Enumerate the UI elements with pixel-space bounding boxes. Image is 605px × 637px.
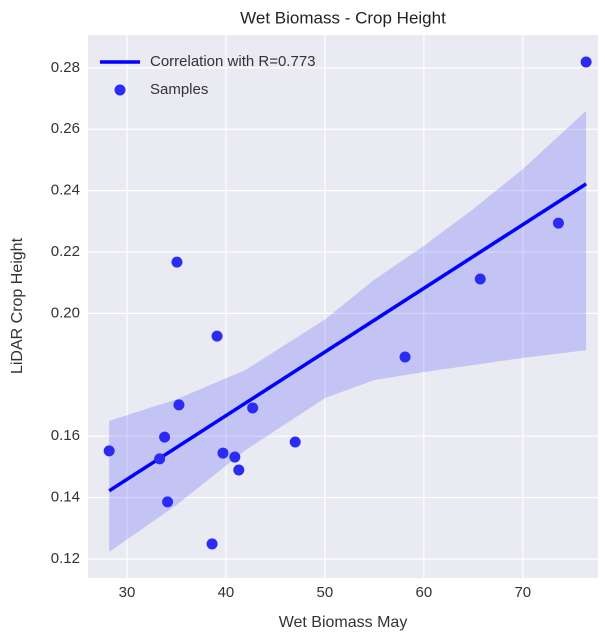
legend-label: Samples — [150, 81, 208, 98]
sample-point — [154, 453, 166, 465]
sample-point — [159, 431, 171, 443]
x-tick-label: 40 — [218, 584, 235, 601]
y-tick-label: 0.16 — [51, 427, 80, 444]
y-tick-label: 0.22 — [51, 243, 80, 260]
sample-point — [229, 451, 241, 463]
sample-point — [474, 273, 486, 285]
sample-point — [173, 399, 185, 411]
sample-point — [206, 538, 218, 550]
x-tick-label: 70 — [514, 584, 531, 601]
sample-point — [211, 330, 223, 342]
y-axis-label: LiDAR Crop Height — [9, 237, 26, 374]
legend-label: Correlation with R=0.773 — [150, 53, 316, 70]
sample-point — [103, 445, 115, 457]
x-tick-label: 50 — [317, 584, 334, 601]
plot-area — [88, 35, 598, 578]
y-tick-label: 0.14 — [51, 489, 80, 506]
sample-point — [233, 464, 245, 476]
sample-point — [399, 351, 411, 363]
sample-point — [171, 256, 183, 268]
sample-point — [289, 436, 301, 448]
regression-line — [108, 182, 588, 493]
sample-point — [580, 56, 592, 68]
legend-marker — [114, 84, 126, 96]
y-tick-label: 0.26 — [51, 120, 80, 137]
sample-point — [552, 217, 564, 229]
x-tick-label: 60 — [416, 584, 433, 601]
y-tick-label: 0.24 — [51, 182, 80, 199]
x-tick-label: 30 — [119, 584, 136, 601]
sample-point — [162, 496, 174, 508]
sample-point — [247, 402, 259, 414]
confidence-band — [109, 110, 587, 552]
sample-point — [217, 447, 229, 459]
y-tick-label: 0.28 — [51, 59, 80, 76]
x-axis-label: Wet Biomass May — [279, 614, 408, 631]
y-tick-label: 0.12 — [51, 550, 80, 567]
y-tick-label: 0.20 — [51, 304, 80, 321]
chart-title: Wet Biomass - Crop Height — [240, 8, 446, 27]
